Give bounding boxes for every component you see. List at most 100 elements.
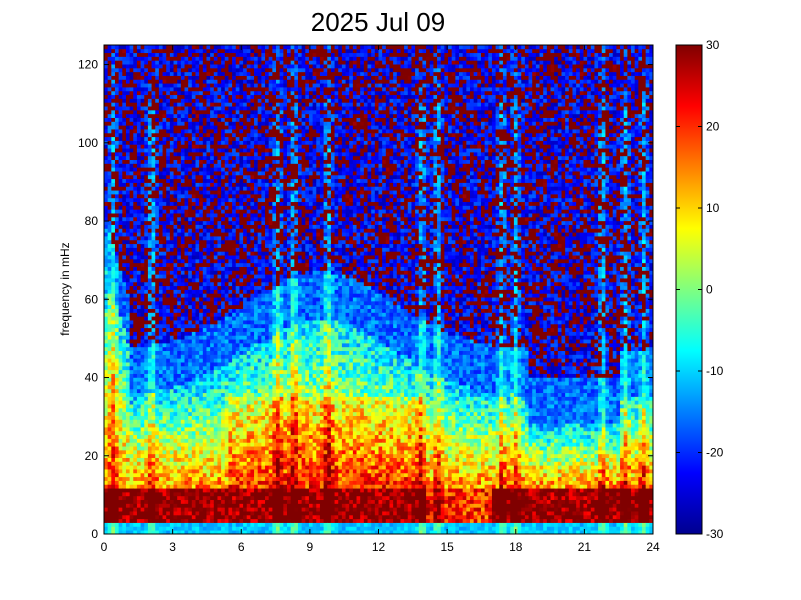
heatmap-cell xyxy=(125,423,131,428)
heatmap-cell xyxy=(195,442,200,447)
heatmap-cell xyxy=(166,491,171,497)
heatmap-cell xyxy=(144,45,149,50)
heatmap-cell xyxy=(111,469,116,474)
heatmap-cell xyxy=(224,503,229,508)
heatmap-cell xyxy=(173,67,178,73)
heatmap-cell xyxy=(114,148,120,153)
heatmap-cell xyxy=(206,507,211,512)
heatmap-cell xyxy=(158,45,163,50)
heatmap-cell xyxy=(173,90,178,96)
heatmap-cell xyxy=(136,354,141,359)
heatmap-cell xyxy=(173,530,178,535)
heatmap-cell xyxy=(114,518,120,523)
heatmap-cell xyxy=(107,121,112,126)
heatmap-cell xyxy=(199,427,204,432)
heatmap-cell xyxy=(213,64,218,69)
heatmap-cell xyxy=(158,109,163,115)
heatmap-cell xyxy=(202,518,207,523)
heatmap-cell xyxy=(202,159,207,164)
heatmap-cell xyxy=(195,155,200,161)
heatmap-cell xyxy=(180,285,185,290)
heatmap-cell xyxy=(144,155,149,161)
heatmap-cell xyxy=(173,484,178,489)
heatmap-cell xyxy=(177,228,182,233)
heatmap-cell xyxy=(224,45,229,50)
heatmap-cell xyxy=(232,461,237,466)
heatmap-cell xyxy=(188,228,193,233)
heatmap-cell xyxy=(202,476,207,481)
heatmap-cell xyxy=(155,174,160,180)
heatmap-cell xyxy=(122,316,127,321)
heatmap-cell xyxy=(144,258,149,264)
heatmap-cell xyxy=(114,438,120,443)
heatmap-cell xyxy=(166,52,171,57)
heatmap-cell xyxy=(169,159,174,164)
heatmap-cell xyxy=(169,388,174,394)
heatmap-cell xyxy=(217,499,222,504)
heatmap-cell xyxy=(213,182,218,187)
heatmap-cell xyxy=(104,430,109,436)
heatmap-cell xyxy=(169,258,174,264)
heatmap-cell xyxy=(140,480,145,485)
heatmap-cell xyxy=(111,285,116,290)
heatmap-cell xyxy=(144,232,149,237)
heatmap-cell xyxy=(125,491,131,497)
heatmap-cell xyxy=(188,117,193,122)
heatmap-cell xyxy=(125,209,131,214)
heatmap-cell xyxy=(217,71,222,76)
heatmap-cell xyxy=(191,52,196,57)
heatmap-cell xyxy=(239,190,244,195)
heatmap-cell xyxy=(104,209,109,214)
heatmap-cell xyxy=(133,140,138,145)
heatmap-cell xyxy=(210,407,215,413)
heatmap-cell xyxy=(162,205,167,210)
heatmap-cell xyxy=(169,174,174,180)
heatmap-cell xyxy=(228,331,233,336)
heatmap-cell xyxy=(232,163,237,168)
heatmap-cell xyxy=(144,488,149,493)
heatmap-cell xyxy=(180,507,185,512)
heatmap-cell xyxy=(239,132,244,138)
heatmap-cell xyxy=(158,316,163,321)
heatmap-cell xyxy=(243,285,248,290)
heatmap-cell xyxy=(224,281,229,287)
heatmap-cell xyxy=(199,407,204,413)
heatmap-cell xyxy=(213,434,218,439)
heatmap-cell xyxy=(243,388,248,394)
heatmap-cell xyxy=(111,342,116,348)
heatmap-cell xyxy=(217,251,222,256)
heatmap-cell xyxy=(235,236,240,241)
heatmap-cell xyxy=(107,140,112,145)
heatmap-cell xyxy=(114,400,120,405)
heatmap-cell xyxy=(243,174,248,180)
heatmap-cell xyxy=(228,258,233,264)
heatmap-cell xyxy=(166,205,171,210)
heatmap-cell xyxy=(210,171,215,176)
heatmap-cell xyxy=(217,480,222,485)
heatmap-cell xyxy=(243,87,248,92)
heatmap-cell xyxy=(202,457,207,462)
heatmap-cell xyxy=(180,224,185,229)
heatmap-cell xyxy=(228,491,233,497)
heatmap-cell xyxy=(107,411,112,416)
heatmap-cell xyxy=(199,48,204,54)
heatmap-cell xyxy=(228,457,233,462)
heatmap-cell xyxy=(125,48,131,54)
heatmap-cell xyxy=(206,373,211,378)
heatmap-cell xyxy=(195,430,200,436)
heatmap-cell xyxy=(114,514,120,520)
heatmap-cell xyxy=(155,392,160,397)
heatmap-cell xyxy=(133,278,138,283)
heatmap-cell xyxy=(224,60,229,65)
heatmap-cell xyxy=(221,75,226,80)
heatmap-cell xyxy=(184,102,189,107)
heatmap-cell xyxy=(210,419,215,424)
heatmap-cell xyxy=(136,52,141,57)
heatmap-cell xyxy=(202,419,207,424)
heatmap-cell xyxy=(158,312,163,317)
heatmap-cell xyxy=(122,178,127,183)
heatmap-cell xyxy=(199,159,204,164)
heatmap-cell xyxy=(155,427,160,432)
heatmap-cell xyxy=(232,197,237,203)
heatmap-cell xyxy=(151,446,156,451)
